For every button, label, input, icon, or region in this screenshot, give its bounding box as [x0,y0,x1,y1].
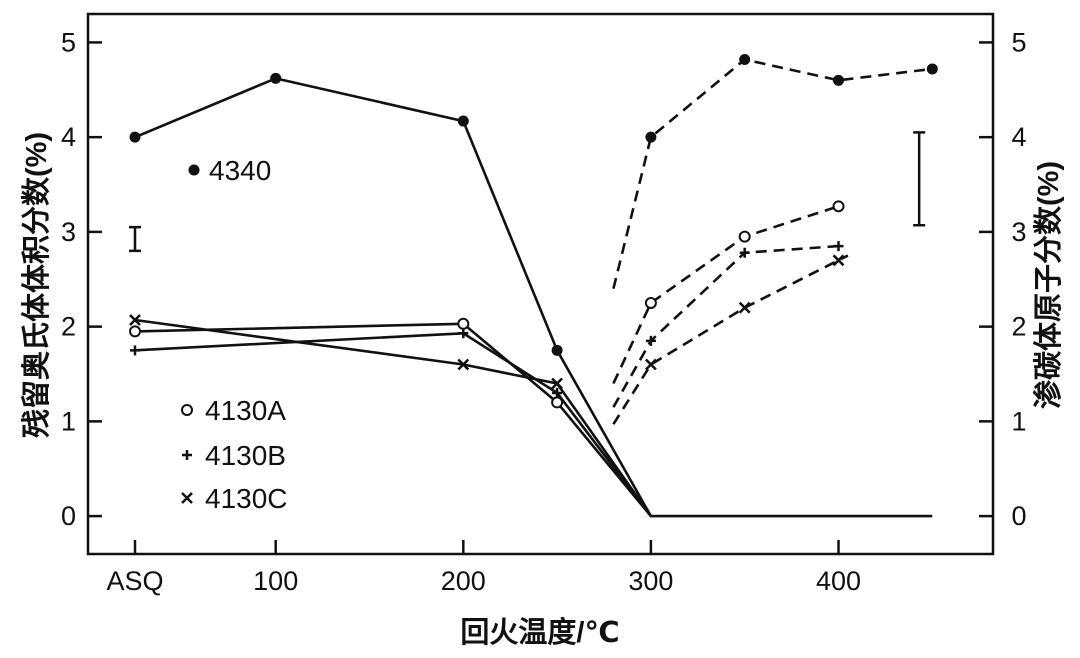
right-y-tick-label: 0 [1011,501,1026,531]
series-4130b-point [130,345,140,356]
series-4340-solid-line [134,77,933,518]
series-4340-dashed-line [612,58,933,290]
legend-4130A-marker [181,404,193,416]
left-y-tick-label: 5 [61,27,76,57]
left-y-tick-label: 0 [61,501,76,531]
series-4340-point [270,72,282,84]
error-bar [913,131,926,227]
x-axis: ASQ 100 200 300 400 [106,540,861,596]
x-tick-label: 100 [253,566,298,596]
series-4130c-solid-line [134,318,652,517]
legend-4130B-label: 4130B [205,440,286,471]
series-4130c-point [832,254,845,267]
legend-4340: 4340 [188,155,271,186]
series-4130a-point [738,230,751,243]
series-4130b-point [833,241,844,252]
plot-frame [86,12,995,556]
right-y-axis-label: 渗碳体原子分数(%) [1031,161,1065,409]
left-y-axis: 0 1 2 3 4 5 [61,27,102,531]
series-4130c-point [738,301,751,314]
legend-4340-label: 4340 [209,155,271,186]
series-4130c-point [645,358,657,371]
left-y-axis-label: 残留奥氏体体积分数(%) [20,132,53,438]
x-tick-label: 200 [441,566,486,596]
x-tick-label: ASQ [106,566,163,596]
right-y-tick-label: 1 [1011,406,1026,436]
series-4130c-point [551,377,563,390]
legend-4130B: 4130B [182,440,286,471]
series-4340-point [645,131,657,143]
error-bar [129,225,141,253]
series-4340-point [926,63,938,75]
series-4130b-point [645,335,656,346]
x-tick-label: 400 [816,566,861,596]
series-4130c-point [457,358,470,371]
left-y-tick-label: 4 [61,122,76,152]
right-y-tick-label: 3 [1011,217,1026,247]
series-4130a-point [129,325,141,338]
series-4340-point [551,344,563,356]
legend-4130C-label: 4130C [205,483,288,514]
x-axis-label: 回火温度/℃ [460,616,619,649]
series-4340-point [457,115,469,127]
left-y-tick-label: 1 [61,406,76,436]
right-y-axis: 0 1 2 3 4 5 [979,27,1027,531]
series-4340-point [833,74,844,86]
series-4130a-point [457,317,470,330]
series-4130b-dashed-line [612,244,839,408]
right-y-tick-label: 2 [1011,312,1026,342]
x-tick-label: 300 [628,566,673,596]
series-4130b-point [739,247,750,258]
series-4130a-point [551,396,564,409]
legend-4130B-marker [182,450,192,460]
series-4130a-point [644,296,657,309]
right-y-tick-label: 4 [1011,122,1026,152]
legend-4130C: 4130C [181,483,288,514]
legend-4130A: 4130A [181,395,286,426]
series-4130c-point [129,314,141,326]
series-4340-point [129,131,141,143]
series-4130b-point [458,328,469,339]
right-y-tick-label: 5 [1011,27,1026,57]
series-4130a-dashed-line [612,205,839,385]
series-4130b-point [552,387,563,398]
legend-4340-marker [188,164,200,176]
legend-4130A-label: 4130A [205,395,286,426]
series-4130a-point [832,200,845,213]
left-y-tick-label: 2 [61,312,76,342]
left-y-tick-label: 3 [61,217,76,247]
error-bars [129,131,926,253]
legend-4130C-marker [181,492,193,504]
series-4340-point [739,53,751,65]
series-markers [129,53,938,409]
